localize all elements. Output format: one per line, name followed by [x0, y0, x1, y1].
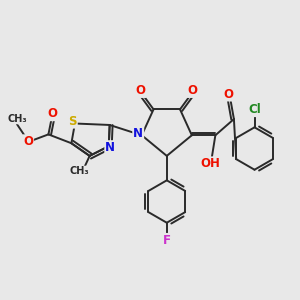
Text: O: O — [224, 88, 234, 100]
Text: O: O — [47, 107, 57, 120]
Text: Cl: Cl — [248, 103, 261, 116]
Text: OH: OH — [200, 157, 220, 170]
Text: O: O — [188, 84, 198, 97]
Text: O: O — [23, 135, 33, 148]
Text: N: N — [133, 127, 143, 140]
Text: O: O — [136, 84, 146, 97]
Text: CH₃: CH₃ — [70, 166, 89, 176]
Text: F: F — [163, 234, 171, 247]
Text: N: N — [105, 141, 115, 154]
Text: S: S — [68, 115, 77, 128]
Text: CH₃: CH₃ — [7, 114, 27, 124]
